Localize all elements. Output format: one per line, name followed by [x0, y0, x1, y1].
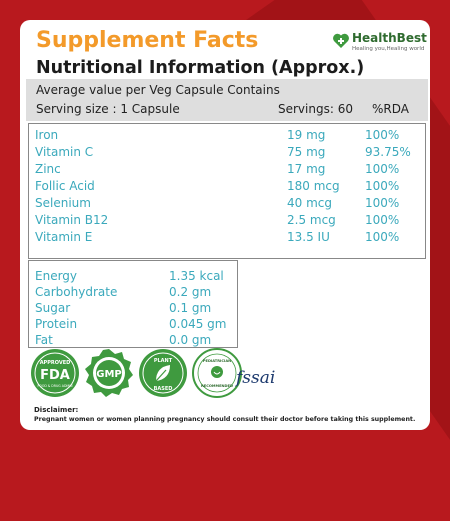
svg-text:FDA: FDA	[40, 368, 70, 383]
nutrient-row: Selenium 40 mcg 100%	[29, 196, 425, 212]
serving-size: Serving size : 1 Capsule	[36, 102, 180, 116]
disclaimer-title: Disclaimer:	[34, 406, 79, 414]
svg-text:RECOMMENDED: RECOMMENDED	[201, 384, 233, 388]
rda-header: %RDA	[372, 102, 409, 116]
energy-amount: 0.2 gm	[169, 285, 212, 299]
energy-amount: 0.1 gm	[169, 301, 212, 315]
energy-amount: 0.0 gm	[169, 333, 212, 347]
nutrient-name: Zinc	[35, 162, 61, 176]
page-title: Supplement Facts	[36, 28, 259, 53]
fssai-logo: fssai	[236, 368, 276, 388]
energy-row: Fat 0.0 gm	[29, 333, 237, 349]
nutrient-name: Iron	[35, 128, 59, 142]
energy-name: Energy	[35, 269, 78, 283]
svg-text:PLANT: PLANT	[154, 358, 173, 364]
nutrient-rda: 93.75%	[365, 145, 411, 159]
plant-based-badge: PLANT BASED	[139, 349, 187, 397]
nutrient-table: Iron 19 mg 100% Vitamin C 75 mg 93.75% Z…	[28, 123, 426, 259]
page-subtitle: Nutritional Information (Approx.)	[36, 58, 365, 78]
nutrient-amount: 180 mcg	[287, 179, 340, 193]
nutrient-name: Selenium	[35, 196, 91, 210]
brand-tagline: Healing you,Healing world	[352, 46, 425, 52]
svg-text:FOOD & DRUG ADMIN: FOOD & DRUG ADMIN	[37, 384, 73, 388]
serving-description: Average value per Veg Capsule Contains	[36, 83, 280, 97]
energy-name: Carbohydrate	[35, 285, 118, 299]
nutrient-row: Zinc 17 mg 100%	[29, 162, 425, 178]
energy-row: Sugar 0.1 gm	[29, 301, 237, 317]
nutrient-row: Vitamin E 13.5 IU 100%	[29, 230, 425, 246]
disclaimer-text: Pregnant women or women planning pregnan…	[34, 416, 416, 423]
energy-name: Protein	[35, 317, 78, 331]
energy-name: Fat	[35, 333, 53, 347]
nutrient-row: Vitamin C 75 mg 93.75%	[29, 145, 425, 161]
nutrient-name: Vitamin E	[35, 230, 93, 244]
heart-plus-icon	[333, 33, 349, 48]
svg-text:PEDIATRICIAN: PEDIATRICIAN	[203, 359, 231, 363]
nutrient-amount: 13.5 IU	[287, 230, 330, 244]
nutrient-amount: 75 mg	[287, 145, 326, 159]
brand-name: HealthBest	[352, 31, 427, 45]
nutrient-rda: 100%	[365, 196, 400, 210]
nutrient-amount: 2.5 mcg	[287, 213, 336, 227]
nutrient-rda: 100%	[365, 162, 400, 176]
serving-info-bar: Average value per Veg Capsule Contains S…	[26, 79, 428, 121]
gmp-certified-badge: GMP	[85, 349, 133, 397]
nutrient-amount: 17 mg	[287, 162, 326, 176]
nutrient-name: Vitamin C	[35, 145, 94, 159]
brand-logo: HealthBest Healing you,Healing world	[332, 30, 427, 56]
nutrient-row: Iron 19 mg 100%	[29, 128, 425, 144]
energy-amount: 1.35 kcal	[169, 269, 224, 283]
nutrient-amount: 40 mcg	[287, 196, 332, 210]
energy-table: Energy 1.35 kcal Carbohydrate 0.2 gm Sug…	[28, 260, 238, 348]
svg-text:BASED: BASED	[154, 386, 173, 392]
energy-row: Protein 0.045 gm	[29, 317, 237, 333]
nutrient-row: Follic Acid 180 mcg 100%	[29, 179, 425, 195]
fda-approved-badge: APPROVED FDA FOOD & DRUG ADMIN	[31, 349, 79, 397]
servings-count: Servings: 60	[278, 102, 353, 116]
energy-name: Sugar	[35, 301, 71, 315]
svg-text:GMP: GMP	[96, 369, 122, 380]
nutrient-amount: 19 mg	[287, 128, 326, 142]
nutrient-name: Follic Acid	[35, 179, 95, 193]
nutrient-row: Vitamin B12 2.5 mcg 100%	[29, 213, 425, 229]
nutrient-rda: 100%	[365, 213, 400, 227]
energy-row: Carbohydrate 0.2 gm	[29, 285, 237, 301]
supplement-facts-card: Supplement Facts Nutritional Information…	[20, 20, 430, 430]
pediatrician-recommended-badge: PEDIATRICIAN RECOMMENDED	[192, 348, 242, 398]
nutrient-name: Vitamin B12	[35, 213, 109, 227]
nutrient-rda: 100%	[365, 179, 400, 193]
nutrient-rda: 100%	[365, 230, 400, 244]
energy-row: Energy 1.35 kcal	[29, 269, 237, 285]
energy-amount: 0.045 gm	[169, 317, 227, 331]
nutrient-rda: 100%	[365, 128, 400, 142]
svg-text:APPROVED: APPROVED	[40, 360, 71, 366]
